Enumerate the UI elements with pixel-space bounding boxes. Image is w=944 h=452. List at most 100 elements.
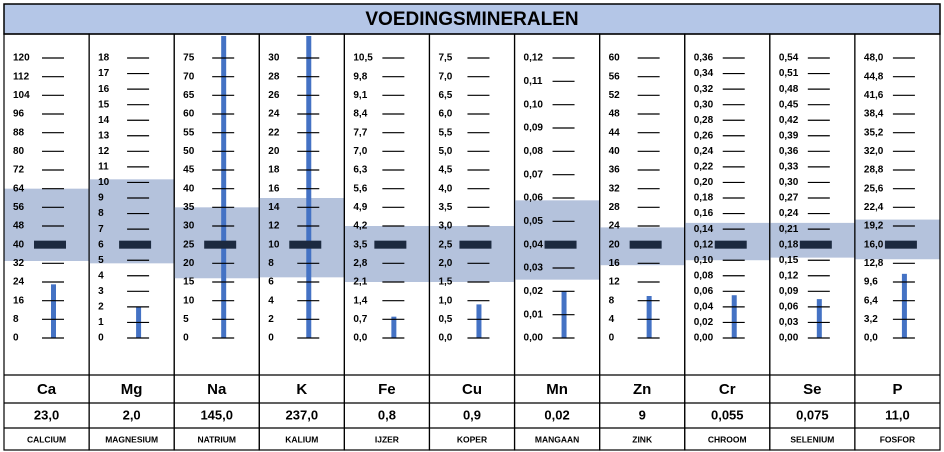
y-tick-label: 0,18 [779, 239, 799, 250]
y-tick-label: 20 [268, 146, 280, 157]
y-tick-label: 0,08 [694, 270, 714, 281]
y-tick-label: 8,4 [353, 109, 367, 120]
y-tick-label: 4 [609, 314, 615, 325]
y-tick-label: 0,09 [779, 286, 799, 297]
symbol: Fe [378, 381, 396, 398]
y-tick-label: 17 [98, 68, 110, 79]
bar [51, 284, 56, 338]
mineral-name: MANGAAN [535, 434, 579, 444]
y-tick-label: 12,8 [864, 258, 884, 269]
reference-band [89, 179, 175, 264]
y-tick-label: 0,06 [524, 193, 544, 204]
panel: 0,00 0,02 0,04 0,06 0,08 0,10 0,12 0,14 0,16 0,18… [684, 33, 771, 451]
y-tick-label: 14 [268, 202, 280, 213]
y-tick-label: 4 [98, 270, 104, 281]
y-tick-label: 12 [609, 277, 621, 288]
y-tick-label: 0 [268, 333, 274, 344]
mineral-name: MAGNESIUM [105, 434, 158, 444]
symbol: Se [803, 381, 821, 398]
y-tick-label: 0,00 [694, 333, 714, 344]
y-tick-label: 0,24 [779, 208, 799, 219]
y-tick-label: 4 [268, 295, 274, 306]
y-tick-label: 0,30 [694, 99, 714, 110]
y-tick-label: 41,6 [864, 90, 884, 101]
y-tick-label: 0,36 [694, 53, 714, 64]
y-tick-label: 0,07 [524, 169, 544, 180]
y-tick-label: 6 [268, 277, 274, 288]
y-tick-label: 0,36 [779, 146, 799, 157]
y-tick-label: 0,01 [524, 309, 544, 320]
y-tick-label: 5,5 [438, 127, 452, 138]
y-tick-label: 0,10 [694, 255, 714, 266]
y-tick-label: 0,20 [694, 177, 714, 188]
bar [731, 295, 737, 338]
y-tick-label: 16,0 [864, 239, 884, 250]
y-tick-label: 48 [609, 109, 621, 120]
y-tick-label: 2 [98, 302, 104, 313]
y-tick-label: 6,0 [438, 109, 452, 120]
y-tick-label: 0,18 [694, 193, 714, 204]
y-tick-label: 6,4 [864, 295, 878, 306]
y-tick-label: 32 [13, 258, 25, 269]
reference-band [514, 200, 600, 280]
y-tick-label: 2 [268, 314, 274, 325]
y-tick-label: 7,7 [353, 127, 367, 138]
y-tick-label: 2,8 [353, 258, 367, 269]
symbol: Ca [37, 381, 57, 398]
y-tick-label: 56 [609, 71, 621, 82]
y-tick-label: 112 [13, 71, 30, 82]
target-marker [544, 240, 577, 249]
y-tick-label: 0,14 [694, 224, 714, 235]
y-tick-label: 0,28 [694, 115, 714, 126]
y-tick-label: 45 [183, 165, 195, 176]
symbol: Cr [719, 381, 736, 398]
y-tick-label: 24 [268, 109, 280, 120]
y-tick-label: 10,5 [353, 53, 373, 64]
bar [391, 316, 397, 338]
y-tick-label: 44,8 [864, 71, 884, 82]
panel-border [854, 33, 941, 451]
symbol: K [296, 381, 307, 398]
y-tick-label: 9,1 [353, 90, 367, 101]
y-tick-label: 20 [183, 258, 195, 269]
value-label: 0,02 [544, 407, 569, 422]
reference-band [344, 226, 430, 282]
reference-band [4, 188, 90, 261]
y-tick-label: 15 [98, 99, 110, 110]
y-tick-label: 44 [609, 127, 621, 138]
y-tick-label: 18 [268, 165, 280, 176]
y-tick-label: 40 [609, 146, 621, 157]
y-tick-label: 0,51 [779, 68, 799, 79]
y-tick-label: 35 [183, 202, 195, 213]
target-marker [629, 240, 662, 249]
panel: 0,0 0,7 1,4 2,1 2,8 3,5 4,2 4,9 5,6 6,3 7,0 7,7 8,4 9… [343, 33, 431, 451]
y-tick-label: 0,06 [694, 286, 714, 297]
y-tick-label: 0,11 [524, 76, 543, 87]
y-tick-label: 24 [609, 221, 621, 232]
y-tick-label: 0,21 [779, 224, 799, 235]
value-label: 0,055 [711, 407, 744, 422]
y-tick-label: 4,5 [438, 165, 452, 176]
y-tick-label: 8 [268, 258, 274, 269]
y-tick-label: 0,0 [438, 333, 452, 344]
y-tick-label: 0,7 [353, 314, 367, 325]
y-tick-label: 0,03 [524, 263, 544, 274]
y-tick-label: 1 [98, 317, 104, 328]
y-tick-label: 7,5 [438, 53, 452, 64]
panel: 0123456789101112131415161718Mg2,0MAGNESI… [88, 33, 175, 451]
y-tick-label: 0,12 [779, 270, 799, 281]
y-tick-label: 3 [98, 286, 104, 297]
y-tick-label: 9,6 [864, 277, 878, 288]
y-tick-label: 10 [183, 295, 195, 306]
mineral-name: IJZER [375, 434, 399, 444]
y-tick-label: 15 [183, 277, 195, 288]
symbol: Cu [462, 381, 482, 398]
y-tick-label: 28 [268, 71, 280, 82]
y-tick-label: 13 [98, 130, 110, 141]
y-tick-label: 0,16 [694, 208, 714, 219]
y-tick-label: 25 [183, 239, 195, 250]
y-tick-label: 0,30 [779, 177, 799, 188]
panel: 0,0 0,5 1,0 1,5 2,0 2,5 3,0 3,5 4,0 4,5 5,0 5,5 6,0 6… [428, 33, 516, 451]
y-tick-label: 1,5 [438, 277, 452, 288]
y-tick-label: 0,12 [524, 53, 544, 64]
